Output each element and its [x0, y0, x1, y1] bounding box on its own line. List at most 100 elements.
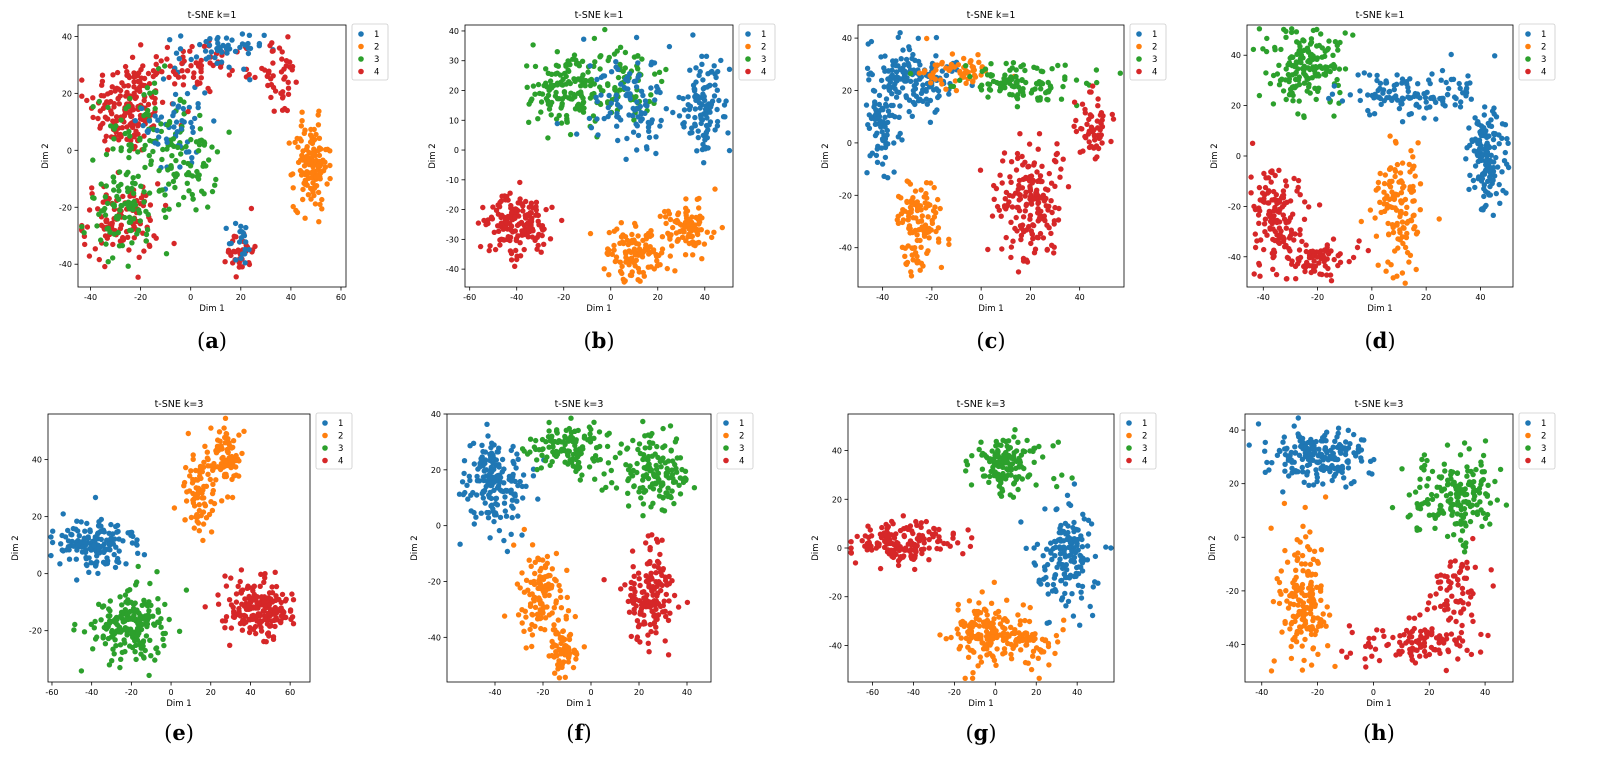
point-class-2	[313, 131, 319, 138]
point-class-3	[188, 136, 194, 143]
point-class-4	[497, 199, 503, 206]
point-class-4	[261, 638, 267, 645]
point-class-1	[195, 101, 201, 107]
point-class-2	[566, 652, 572, 659]
point-class-3	[608, 467, 614, 474]
point-class-1	[471, 461, 477, 467]
point-class-4	[521, 228, 527, 234]
point-class-2	[1381, 180, 1388, 187]
point-class-3	[116, 169, 123, 175]
point-class-3	[111, 631, 118, 637]
point-class-1	[60, 511, 66, 517]
point-class-3	[568, 415, 574, 421]
point-class-2	[538, 586, 544, 592]
point-class-4	[1261, 246, 1267, 253]
point-class-3	[1306, 81, 1312, 88]
point-class-1	[106, 530, 112, 536]
point-class-3	[137, 218, 143, 224]
point-class-3	[206, 157, 212, 163]
point-class-2	[650, 247, 657, 253]
point-class-3	[130, 175, 136, 181]
point-class-2	[565, 659, 572, 665]
point-class-1	[494, 474, 500, 480]
point-class-3	[571, 52, 578, 58]
point-class-3	[1278, 46, 1284, 53]
legend-marker-4	[1136, 68, 1142, 75]
point-class-1	[885, 108, 892, 114]
point-class-2	[696, 205, 702, 211]
point-class-4	[662, 577, 669, 584]
point-class-1	[879, 129, 885, 135]
point-class-1	[48, 534, 54, 540]
point-class-4	[1016, 197, 1022, 203]
point-class-3	[555, 63, 561, 69]
point-class-1	[870, 87, 877, 94]
point-class-1	[1367, 112, 1373, 118]
point-class-3	[135, 173, 141, 179]
legend-marker-4	[358, 68, 364, 75]
point-class-1	[594, 116, 600, 122]
point-class-4	[1015, 186, 1021, 192]
x-tick-label: 40	[286, 293, 296, 302]
point-class-4	[516, 221, 522, 227]
point-class-4	[485, 217, 491, 223]
point-class-3	[656, 69, 663, 76]
point-class-4	[631, 606, 637, 613]
point-class-1	[1456, 80, 1462, 87]
point-class-3	[577, 477, 583, 483]
point-class-3	[635, 446, 641, 453]
point-class-2	[633, 257, 639, 263]
point-class-2	[619, 263, 625, 270]
point-class-2	[315, 189, 322, 196]
point-class-2	[696, 227, 702, 233]
point-class-1	[1430, 94, 1436, 101]
point-class-1	[943, 72, 950, 79]
point-class-2	[228, 464, 234, 471]
y-tick-label: 20	[449, 87, 459, 96]
point-class-3	[527, 449, 533, 455]
legend-label-3: 3	[761, 55, 766, 65]
point-class-1	[127, 529, 133, 536]
point-class-1	[489, 474, 496, 480]
point-class-1	[226, 64, 232, 70]
point-class-1	[866, 71, 872, 77]
point-class-2	[667, 253, 673, 259]
point-class-2	[519, 620, 525, 626]
panel-caption: (c)	[976, 328, 1005, 353]
point-class-4	[601, 577, 607, 583]
point-class-4	[246, 593, 252, 600]
axes-frame	[77, 24, 347, 288]
point-class-2	[1397, 227, 1403, 233]
point-class-3	[592, 453, 599, 459]
point-class-2	[327, 162, 333, 169]
point-class-3	[531, 444, 538, 450]
point-class-3	[130, 190, 137, 196]
point-class-3	[117, 664, 123, 671]
point-class-2	[925, 214, 931, 220]
point-class-2	[210, 481, 216, 487]
point-class-2	[900, 217, 907, 223]
point-class-3	[1270, 72, 1277, 79]
point-class-4	[185, 108, 191, 115]
point-class-3	[1301, 114, 1307, 121]
point-class-4	[279, 95, 286, 101]
point-class-3	[110, 255, 116, 261]
point-class-4	[1291, 237, 1297, 243]
point-class-2	[292, 139, 298, 146]
point-class-1	[893, 78, 900, 84]
point-class-3	[650, 440, 656, 446]
point-class-3	[1332, 39, 1339, 45]
point-class-3	[561, 89, 568, 95]
point-class-2	[686, 222, 692, 228]
legend-label-4: 4	[338, 457, 343, 467]
point-class-3	[144, 85, 151, 91]
point-class-2	[690, 252, 696, 258]
point-class-1	[481, 477, 487, 484]
point-class-2	[187, 473, 193, 479]
point-class-1	[1467, 80, 1473, 86]
point-class-1	[215, 34, 221, 41]
point-class-4	[1097, 112, 1104, 118]
point-class-1	[243, 224, 249, 231]
point-class-4	[1259, 190, 1266, 196]
